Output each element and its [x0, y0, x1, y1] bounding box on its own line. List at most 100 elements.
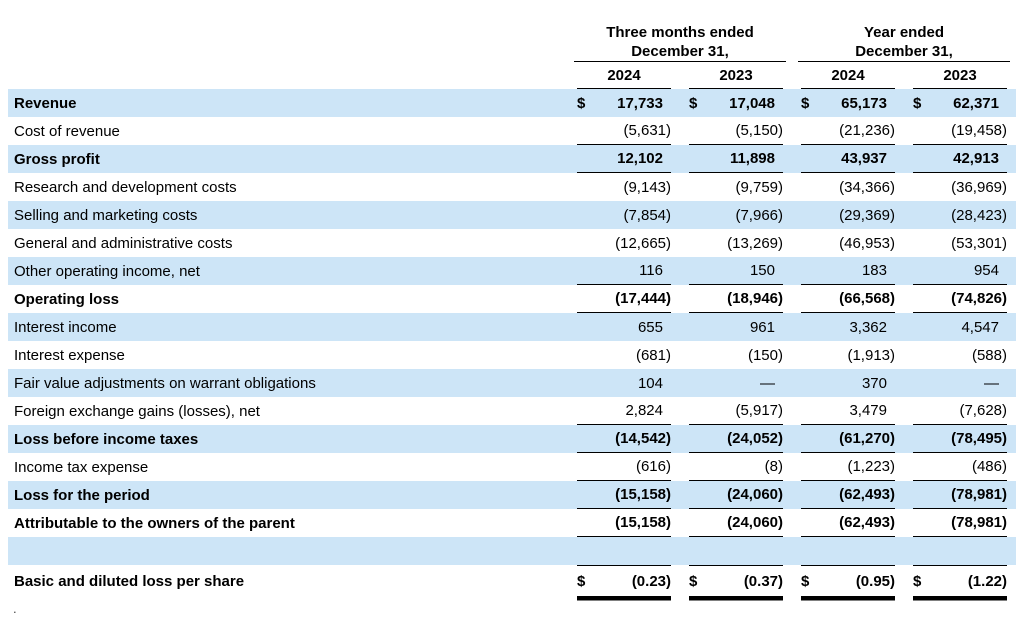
- value-cell: (62,493): [792, 509, 904, 537]
- row-label: Other operating income, net: [14, 262, 200, 280]
- table-row: Revenue $17,733 $17,048 $65,173 $62,371: [8, 89, 1016, 117]
- value-cell: (46,953): [792, 229, 904, 257]
- col-group-year: Year ended December 31,: [792, 14, 1016, 62]
- value-cell: (24,060): [680, 481, 792, 509]
- cell-value: (7,966): [735, 206, 783, 224]
- value-cell: —: [904, 369, 1016, 397]
- value-cell: (19,458): [904, 117, 1016, 145]
- value-cell: 3,362: [792, 313, 904, 341]
- row-label: General and administrative costs: [14, 234, 233, 252]
- cell-value: (14,542): [615, 430, 671, 447]
- cell-value: (24,052): [727, 430, 783, 447]
- value-cell: (24,052): [680, 425, 792, 453]
- cell-value: 3,479: [849, 402, 887, 419]
- table-row: Gross profit 12,102 11,898 43,937 42,913: [8, 145, 1016, 173]
- table-header: Three months ended December 31, Year end…: [8, 14, 1016, 89]
- cell-value: 655: [637, 318, 663, 336]
- cell-value: (66,568): [839, 290, 895, 307]
- dollar-sign: $: [577, 572, 586, 590]
- value-cell: (1,913): [792, 341, 904, 369]
- cell-value: (1,223): [847, 458, 895, 475]
- year-header: 2024: [792, 62, 904, 89]
- cell-value: (61,270): [839, 430, 895, 447]
- table-row: Income tax expense (616) (8) (1,223) (486): [8, 453, 1016, 481]
- row-label: Revenue: [14, 94, 77, 112]
- row-label: Basic and diluted loss per share: [14, 572, 245, 590]
- value-cell: (12,665): [568, 229, 680, 257]
- row-label: Interest expense: [14, 346, 125, 364]
- value-cell: (53,301): [904, 229, 1016, 257]
- cell-value: (78,495): [951, 430, 1007, 447]
- cell-value: (5,631): [623, 122, 671, 139]
- cell-value: (5,917): [735, 402, 783, 419]
- cell-value: 183: [861, 262, 887, 279]
- value-cell: (9,143): [568, 173, 680, 201]
- table-row: General and administrative costs (12,665)…: [8, 229, 1016, 257]
- table-row: Loss for the period (15,158) (24,060) (62,4…: [8, 481, 1016, 509]
- value-cell: 12,102: [568, 145, 680, 173]
- value-cell: 150: [680, 257, 792, 285]
- value-cell: (15,158): [568, 481, 680, 509]
- value-cell: 11,898: [680, 145, 792, 173]
- table-row: Operating loss (17,444) (18,946) (66,568) (7…: [8, 285, 1016, 313]
- cell-value: (36,969): [951, 178, 1007, 196]
- cell-value: (78,981): [951, 514, 1007, 531]
- row-label: Fair value adjustments on warrant obliga…: [14, 374, 316, 392]
- cell-value: (9,759): [735, 178, 783, 196]
- value-cell: (78,981): [904, 481, 1016, 509]
- value-cell: (9,759): [680, 173, 792, 201]
- value-cell: (15,158): [568, 509, 680, 537]
- value-cell: $17,048: [680, 89, 792, 117]
- row-label: [8, 537, 568, 565]
- row-label: Interest income: [14, 318, 117, 336]
- value-cell: 43,937: [792, 145, 904, 173]
- cell-value: (13,269): [727, 234, 783, 252]
- value-cell: $ (0.95): [792, 565, 904, 597]
- value-cell: (28,423): [904, 201, 1016, 229]
- value-cell: (7,966): [680, 201, 792, 229]
- cell-value: 62,371: [953, 94, 999, 112]
- cell-value: 2,824: [625, 402, 663, 419]
- value-cell: (8): [680, 453, 792, 481]
- cell-value: (19,458): [951, 122, 1007, 139]
- value-cell: (150): [680, 341, 792, 369]
- value-cell: (486): [904, 453, 1016, 481]
- value-cell: (17,444): [568, 285, 680, 313]
- value-cell: $17,733: [568, 89, 680, 117]
- cell-value: (588): [971, 346, 1007, 364]
- value-cell: 3,479: [792, 397, 904, 425]
- cell-value: (21,236): [839, 122, 895, 139]
- value-cell: (78,495): [904, 425, 1016, 453]
- value-cell: 2,824: [568, 397, 680, 425]
- value-cell: 104: [568, 369, 680, 397]
- cell-value: (5,150): [735, 122, 783, 139]
- table-row: Fair value adjustments on warrant obliga…: [8, 369, 1016, 397]
- cell-value: (1.22): [967, 572, 1007, 590]
- income-statement-table: Three months ended December 31, Year end…: [8, 14, 1016, 597]
- cell-value: 370: [861, 374, 887, 392]
- value-cell: (66,568): [792, 285, 904, 313]
- table-row: Cost of revenue (5,631) (5,150) (21,236) (19…: [8, 117, 1016, 145]
- cell-value: 961: [749, 318, 775, 336]
- cell-value: (7,628): [959, 402, 1007, 419]
- value-cell: $ (1.22): [904, 565, 1016, 597]
- value-cell: (588): [904, 341, 1016, 369]
- value-cell: (5,631): [568, 117, 680, 145]
- table-body: Revenue $17,733 $17,048 $65,173 $62,371 Cost …: [8, 89, 1016, 597]
- cell-value: (46,953): [839, 234, 895, 252]
- col-group-label: Three months ended December 31,: [574, 14, 786, 62]
- cell-value: (7,854): [623, 206, 671, 224]
- cell-value: (150): [747, 346, 783, 364]
- value-cell: (62,493): [792, 481, 904, 509]
- value-cell: (36,969): [904, 173, 1016, 201]
- cell-value: 43,937: [841, 150, 887, 167]
- table-row: Interest expense (681) (150) (1,913) (588): [8, 341, 1016, 369]
- table-row: Basic and diluted loss per share $ (0.23) $…: [8, 565, 1016, 597]
- value-cell: (5,150): [680, 117, 792, 145]
- table-row: Other operating income, net 116 150 183 954: [8, 257, 1016, 285]
- value-cell: [680, 537, 792, 565]
- dollar-sign: $: [913, 572, 922, 590]
- value-cell: (34,366): [792, 173, 904, 201]
- col-group-three-months: Three months ended December 31,: [568, 14, 792, 62]
- dollar-sign: $: [801, 572, 810, 590]
